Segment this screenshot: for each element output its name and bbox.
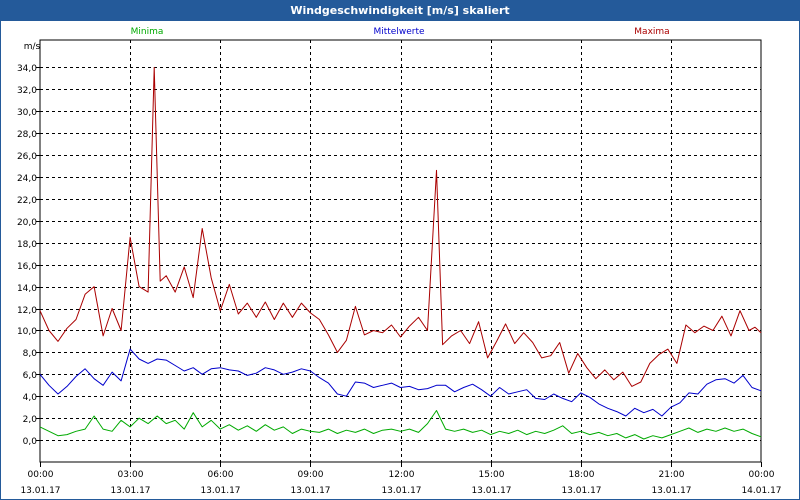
axis-layer: 0,0 2,0 4,0 6,0 8,0 10,0 12,0 14,0 16,0 18,0 20,0 2… — [17, 42, 782, 496]
x-tick-date-label: 13.01.17 — [200, 486, 240, 496]
x-tick-date-label: 13.01.17 — [110, 486, 150, 496]
legend-item-minima: Minima — [131, 27, 164, 37]
y-tick-label: 16,0 — [17, 262, 37, 272]
series-line-mittelwerte — [39, 348, 762, 417]
y-axis-unit-label: m/s — [24, 42, 41, 52]
y-tick-label: 2,0 — [23, 415, 38, 425]
series-layer — [39, 66, 762, 440]
x-tick-date-label: 13.01.17 — [381, 486, 421, 496]
y-tick-label: 20,0 — [17, 218, 37, 228]
x-tick-time-label: 12:00 — [389, 470, 415, 480]
y-tick-label: 4,0 — [23, 393, 38, 403]
y-tick-label: 8,0 — [23, 349, 38, 359]
x-tick-time-label: 06:00 — [208, 470, 234, 480]
y-tick-label: 26,0 — [17, 152, 37, 162]
y-tick-label: 22,0 — [17, 196, 37, 206]
grid-layer — [40, 40, 761, 462]
y-tick-label: 34,0 — [17, 64, 37, 74]
y-tick-label: 32,0 — [17, 86, 37, 96]
y-tick-label: 30,0 — [17, 108, 37, 118]
y-tick-label: 28,0 — [17, 130, 37, 140]
y-tick-label: 18,0 — [17, 240, 37, 250]
y-tick-label: 12,0 — [17, 306, 37, 316]
x-tick-time-label: 21:00 — [659, 470, 685, 480]
x-tick-time-label: 03:00 — [118, 470, 144, 480]
legend-item-mittelwerte: Mittelwerte — [373, 27, 424, 37]
x-tick-time-label: 00:00 — [28, 470, 54, 480]
x-tick-date-label: 14.01.17 — [741, 486, 781, 496]
x-tick-time-label: 15:00 — [479, 470, 505, 480]
x-tick-time-label: 00:00 — [749, 470, 775, 480]
x-tick-date-label: 13.01.17 — [561, 486, 601, 496]
x-tick-date-label: 13.01.17 — [651, 486, 691, 496]
y-tick-label: 14,0 — [17, 284, 37, 294]
x-tick-date-label: 13.01.17 — [471, 486, 511, 496]
window-title: Windgeschwindigkeit [m/s] skaliert — [1, 1, 799, 21]
y-tick-label: 6,0 — [23, 371, 38, 381]
y-tick-label: 24,0 — [17, 174, 37, 184]
y-tick-label: 10,0 — [17, 327, 37, 337]
x-tick-date-label: 13.01.17 — [20, 486, 60, 496]
legend-item-maxima: Maxima — [634, 27, 669, 37]
y-tick-label: 0,0 — [23, 437, 38, 447]
plot-frame — [39, 39, 762, 463]
x-tick-date-label: 13.01.17 — [290, 486, 330, 496]
series-line-minima — [39, 410, 762, 440]
x-tick-time-label: 09:00 — [298, 470, 324, 480]
legend-layer: Minima Mittelwerte Maxima — [131, 27, 670, 37]
chart-svg: 0,0 2,0 4,0 6,0 8,0 10,0 12,0 14,0 16,0 18,0 20,0 2… — [17, 27, 782, 496]
series-line-maxima — [39, 66, 762, 387]
x-tick-time-label: 18:00 — [569, 470, 595, 480]
